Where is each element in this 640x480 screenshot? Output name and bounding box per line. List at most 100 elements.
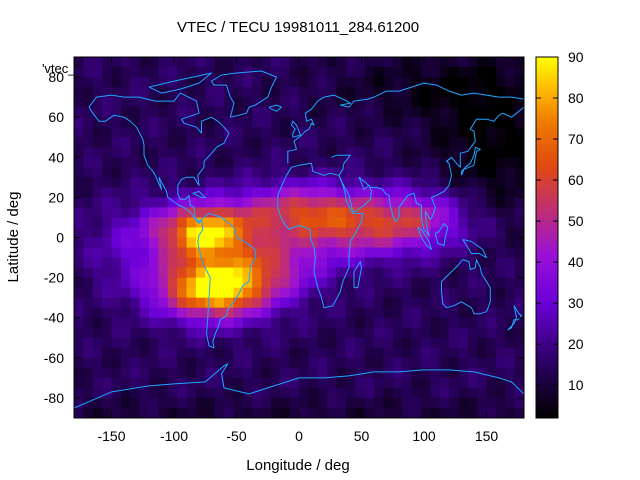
heat-cell xyxy=(205,247,216,259)
heat-cell xyxy=(280,357,291,369)
heat-cell xyxy=(317,247,328,259)
heat-cell xyxy=(430,127,441,138)
heat-cell xyxy=(327,157,338,168)
heat-cell xyxy=(364,157,375,168)
heat-cell xyxy=(392,257,403,269)
heat-cell xyxy=(167,287,178,299)
heat-cell xyxy=(514,87,525,98)
heat-cell xyxy=(74,57,84,68)
heat-cell xyxy=(336,127,347,138)
heat-cell xyxy=(495,87,506,98)
coastline-europe xyxy=(287,82,524,164)
heat-cell xyxy=(336,297,347,309)
heat-cell xyxy=(233,247,244,259)
heat-cell xyxy=(167,387,178,399)
heat-cell xyxy=(186,227,197,238)
heat-cell xyxy=(439,337,450,349)
heat-cell xyxy=(449,77,459,88)
heat-cell xyxy=(477,377,488,389)
heat-cell xyxy=(383,377,394,389)
heat-cell xyxy=(364,237,375,249)
heat-cell xyxy=(467,147,478,158)
heat-cell xyxy=(149,77,159,88)
heat-cell xyxy=(102,337,113,349)
heat-cell xyxy=(374,67,384,78)
heat-cell xyxy=(177,177,188,188)
heat-cell xyxy=(83,177,94,188)
heat-cell xyxy=(139,237,150,249)
heat-cell xyxy=(233,77,244,88)
heat-cell xyxy=(149,217,159,228)
heat-cell xyxy=(411,327,422,339)
heat-cell xyxy=(111,397,122,409)
x-tick-label: -150 xyxy=(97,428,125,444)
heat-cell xyxy=(411,407,422,419)
heat-cell xyxy=(402,327,413,339)
heat-cell xyxy=(467,127,478,138)
heat-cell xyxy=(261,387,272,399)
heat-cell xyxy=(402,307,413,319)
heat-cell xyxy=(355,247,366,259)
heat-cell xyxy=(420,157,431,168)
heat-cell xyxy=(252,147,263,158)
heat-cell xyxy=(74,197,84,208)
heat-cell xyxy=(327,307,338,319)
heat-cell xyxy=(111,347,122,359)
heat-cell xyxy=(449,177,459,188)
heat-cell xyxy=(467,167,478,178)
heat-cell xyxy=(420,67,431,78)
heat-cell xyxy=(467,117,478,128)
heat-cell xyxy=(270,157,281,168)
heat-cell xyxy=(233,297,244,309)
heat-cell xyxy=(280,387,291,399)
heat-cell xyxy=(92,137,103,148)
heat-cell xyxy=(345,337,356,349)
heat-cell xyxy=(355,387,366,399)
heat-cell xyxy=(139,297,150,309)
heat-cell xyxy=(411,147,422,158)
heat-cell xyxy=(177,257,188,269)
heat-cell xyxy=(289,247,300,259)
heat-cell xyxy=(364,167,375,178)
heat-cell xyxy=(345,167,356,178)
heat-cell xyxy=(467,327,478,339)
heat-cell xyxy=(214,127,225,138)
heat-cell xyxy=(374,277,384,289)
colorbar-tick-label: 60 xyxy=(568,172,584,188)
heat-cell xyxy=(374,187,384,198)
heat-cell xyxy=(430,187,441,198)
heat-cell xyxy=(214,157,225,168)
heat-cell xyxy=(336,367,347,379)
heat-cell xyxy=(120,217,131,228)
heat-cell xyxy=(299,287,309,299)
heat-cell xyxy=(242,407,253,419)
heat-cell xyxy=(327,377,338,389)
heat-cell xyxy=(355,157,366,168)
heat-cell xyxy=(467,377,478,389)
heat-cell xyxy=(149,307,159,319)
heat-cell xyxy=(74,347,84,359)
heat-cell xyxy=(102,87,113,98)
heat-cell xyxy=(355,307,366,319)
heat-cell xyxy=(383,177,394,188)
heat-cell xyxy=(299,377,309,389)
heat-cell xyxy=(83,407,94,419)
heat-cell xyxy=(130,387,141,399)
heat-cell xyxy=(514,127,525,138)
heat-cell xyxy=(327,207,338,218)
heat-cell xyxy=(402,197,413,208)
heat-cell xyxy=(158,107,169,118)
heat-cell xyxy=(149,187,159,198)
heat-cell xyxy=(74,107,84,118)
heat-cell xyxy=(111,127,122,138)
heat-cell xyxy=(477,247,488,259)
heat-cell xyxy=(467,367,478,379)
heat-cell xyxy=(242,107,253,118)
heat-cell xyxy=(355,407,366,419)
coastline-africa xyxy=(277,162,364,309)
heat-cell xyxy=(336,227,347,238)
heat-cell xyxy=(486,237,497,249)
heat-cell xyxy=(130,317,141,329)
heat-cell xyxy=(402,177,413,188)
colorbar-tick-label: 10 xyxy=(568,377,584,393)
